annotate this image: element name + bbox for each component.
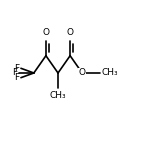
Text: CH₃: CH₃ [102, 69, 118, 78]
Text: CH₃: CH₃ [50, 91, 66, 100]
Text: O: O [42, 28, 49, 37]
Text: F: F [12, 69, 17, 78]
Text: O: O [67, 28, 74, 37]
Text: F: F [14, 64, 19, 73]
Text: F: F [14, 73, 19, 82]
Text: O: O [79, 69, 86, 78]
